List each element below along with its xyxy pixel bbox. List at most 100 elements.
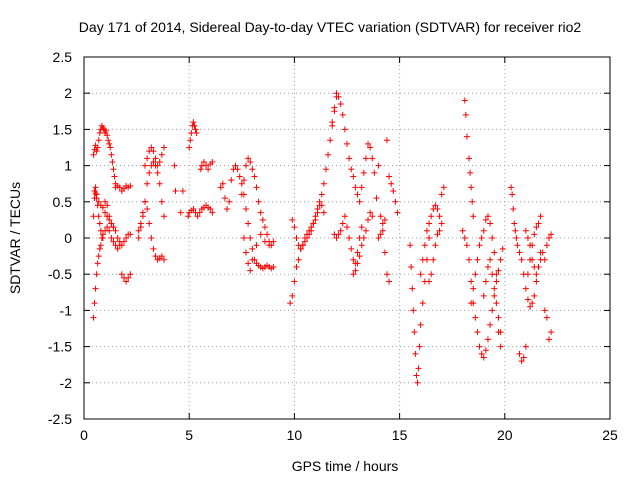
data-point <box>102 209 109 216</box>
data-point <box>106 140 113 147</box>
data-point <box>291 278 298 285</box>
data-point <box>466 256 473 263</box>
data-point <box>207 206 214 213</box>
y-tick-label: 1.5 <box>53 121 73 137</box>
data-point <box>200 158 207 165</box>
data-point <box>102 198 109 205</box>
data-point <box>344 140 350 147</box>
data-point <box>187 137 194 144</box>
series-arc-j <box>197 158 216 173</box>
data-point <box>261 238 268 245</box>
data-point <box>299 242 306 249</box>
data-point <box>371 169 378 176</box>
data-point <box>352 267 359 274</box>
data-point <box>434 231 441 238</box>
chart-title: Day 171 of 2014, Sidereal Day-to-day VTE… <box>79 19 582 35</box>
data-point <box>344 224 350 231</box>
data-point <box>468 278 475 285</box>
data-point <box>289 216 296 223</box>
data-point <box>224 206 231 213</box>
data-point <box>373 195 380 202</box>
data-point <box>118 271 125 278</box>
data-point <box>221 195 228 202</box>
data-point <box>360 169 367 176</box>
data-point <box>356 253 363 260</box>
data-point <box>432 202 439 209</box>
data-point <box>491 292 498 299</box>
data-point <box>312 216 319 223</box>
data-point <box>419 256 426 263</box>
data-point <box>240 177 247 184</box>
data-point <box>381 249 388 256</box>
data-point <box>110 238 117 245</box>
data-point <box>383 137 390 144</box>
data-point <box>362 155 369 162</box>
data-point <box>489 235 496 241</box>
data-point <box>527 242 534 249</box>
data-point <box>333 235 340 241</box>
data-point <box>144 180 151 187</box>
data-point <box>106 216 113 223</box>
data-point <box>470 285 477 292</box>
data-point <box>482 216 489 223</box>
data-point <box>92 190 99 197</box>
data-point <box>120 238 127 245</box>
data-point <box>114 235 121 241</box>
data-point <box>96 245 103 252</box>
data-point <box>226 198 233 205</box>
data-point <box>511 220 518 227</box>
data-point <box>499 245 506 252</box>
data-point <box>127 271 134 278</box>
data-point <box>104 132 111 139</box>
data-point <box>482 278 489 285</box>
series-arc-t <box>375 227 393 285</box>
data-point <box>245 260 252 267</box>
data-point <box>535 263 542 270</box>
series-arc-h <box>171 119 200 216</box>
data-point <box>352 184 359 191</box>
data-point <box>508 184 515 191</box>
data-point <box>341 126 348 133</box>
data-point <box>522 285 529 292</box>
data-point <box>186 144 193 151</box>
data-point <box>375 162 382 169</box>
data-point <box>522 343 529 350</box>
data-point <box>440 184 447 191</box>
data-point <box>196 209 203 216</box>
data-point <box>99 204 106 211</box>
data-point <box>493 278 500 285</box>
data-point <box>386 278 393 285</box>
data-point <box>188 130 195 137</box>
x-tick-label: 15 <box>392 427 408 443</box>
data-point <box>462 111 469 118</box>
data-point <box>177 209 184 216</box>
data-point <box>90 213 97 220</box>
data-point <box>386 173 393 180</box>
data-point <box>245 220 252 227</box>
data-point <box>339 111 346 118</box>
data-point <box>354 249 361 256</box>
data-point <box>461 97 468 104</box>
data-point <box>123 278 130 285</box>
data-point <box>350 256 357 263</box>
data-point <box>240 235 247 241</box>
data-point <box>217 184 224 191</box>
data-point <box>362 227 369 234</box>
series-arc-ab <box>508 184 544 310</box>
data-point <box>480 354 487 361</box>
data-point <box>414 379 421 386</box>
data-point <box>110 224 117 231</box>
data-point <box>232 162 239 169</box>
data-point <box>514 242 521 249</box>
data-point <box>367 144 374 151</box>
data-point <box>495 267 502 274</box>
data-point <box>438 220 445 227</box>
data-point <box>289 292 296 299</box>
data-point <box>105 137 112 144</box>
data-point <box>426 220 433 227</box>
data-point <box>423 227 430 234</box>
data-point <box>412 350 419 357</box>
data-point <box>152 253 159 260</box>
data-point <box>510 206 517 213</box>
x-tick-label: 5 <box>185 427 193 443</box>
